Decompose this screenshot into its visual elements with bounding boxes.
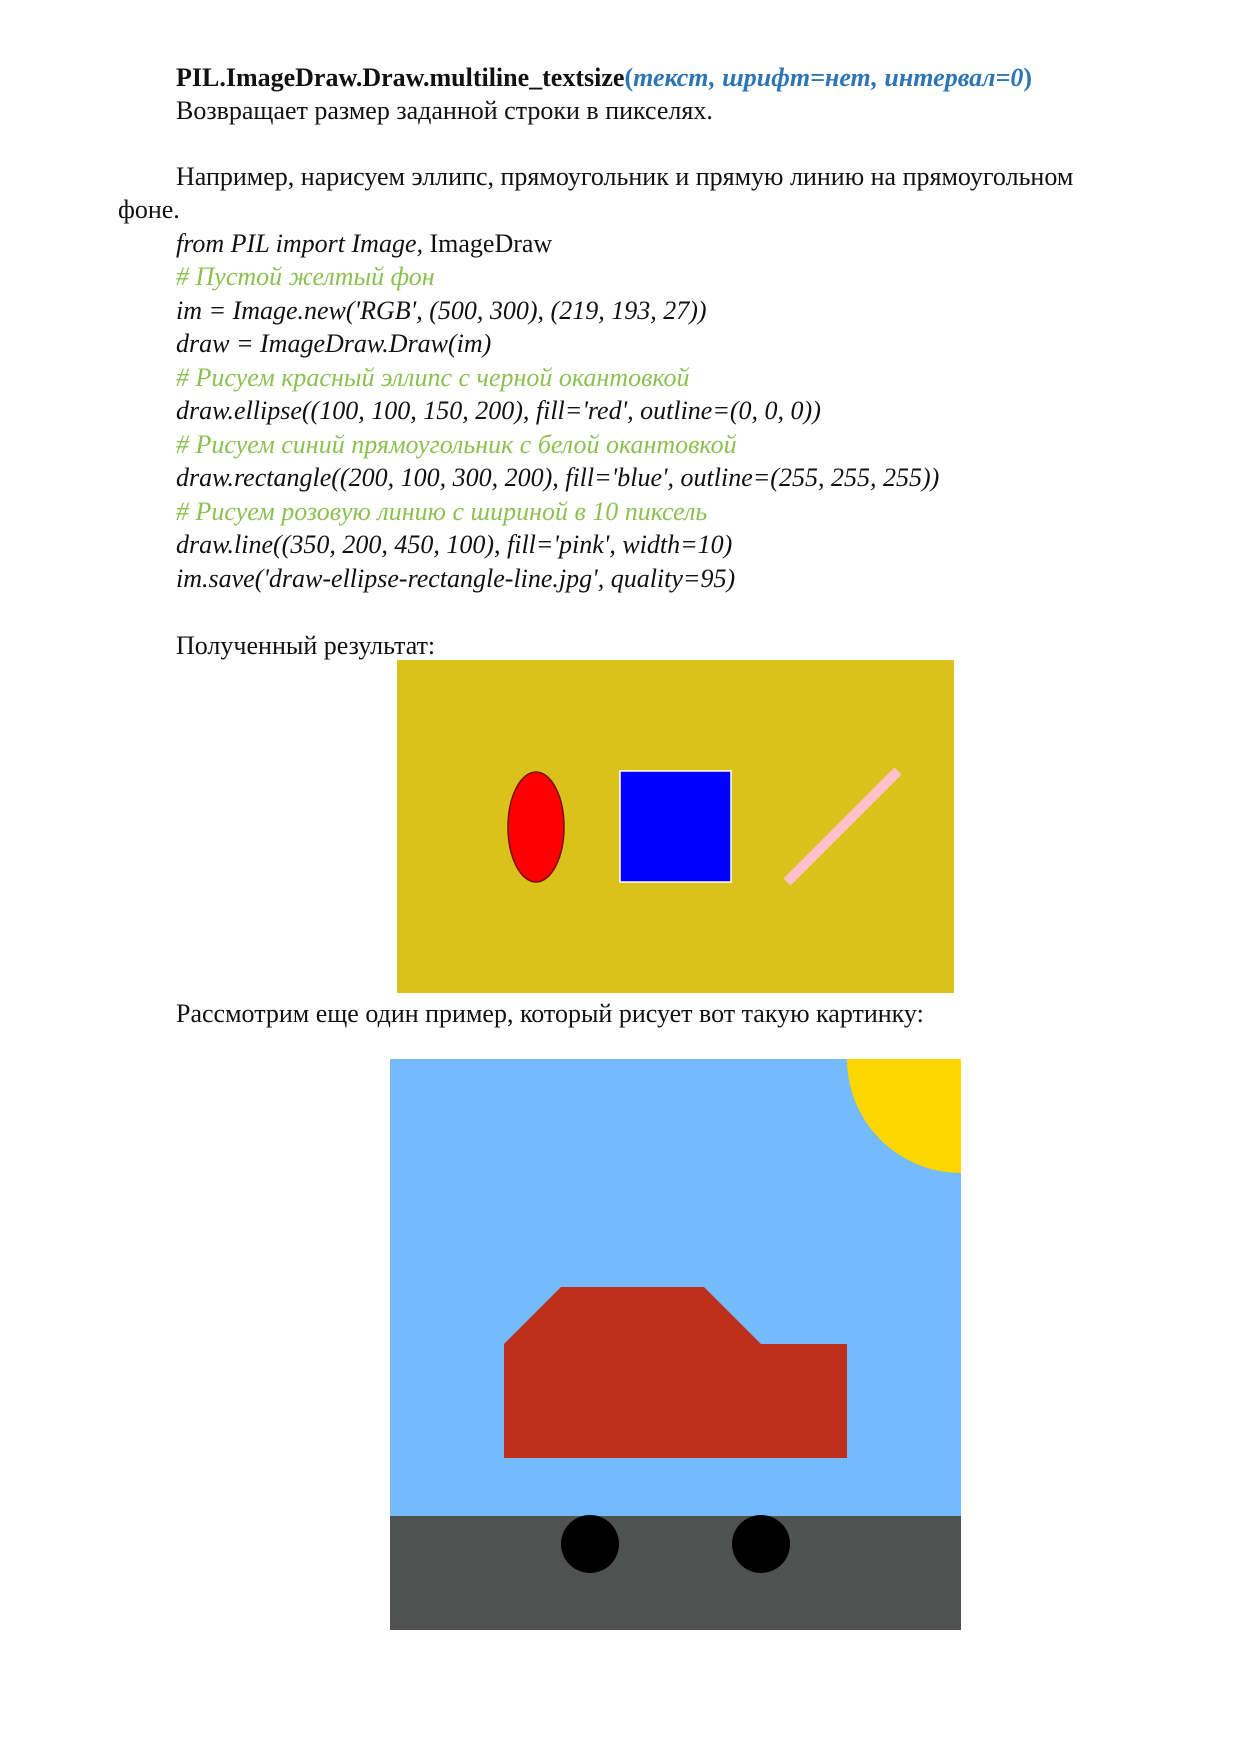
pink-line xyxy=(783,767,902,886)
signature-close-paren: ) xyxy=(1023,63,1032,92)
code-line: draw.line((350, 200, 450, 100), fill='pi… xyxy=(176,530,733,559)
description: Возвращает размер заданной строки в пикс… xyxy=(176,96,713,125)
code-import: from PIL import Image, ImageDraw xyxy=(176,228,552,260)
code-rectangle: draw.rectangle((200, 100, 300, 200), fil… xyxy=(176,463,940,492)
blue-rectangle xyxy=(619,770,732,883)
example-intro-line2: фоне. xyxy=(118,195,180,224)
ground xyxy=(390,1516,961,1630)
red-ellipse xyxy=(507,771,565,883)
signature-open-paren: ( xyxy=(624,63,634,92)
car-scene-image xyxy=(390,1059,961,1630)
signature-name: PIL.ImageDraw.Draw.multiline_textsize xyxy=(176,63,625,92)
code-comment-rect: # Рисуем синий прямоугольник с белой ока… xyxy=(176,430,737,459)
result-image-drawing xyxy=(397,660,954,993)
sun xyxy=(847,1059,961,1173)
result-label: Полученный результат: xyxy=(176,631,436,660)
code-import-italic: from PIL import Image, xyxy=(176,229,423,258)
car-body xyxy=(504,1287,847,1458)
car-scene-drawing xyxy=(390,1059,961,1630)
code-save: im.save('draw-ellipse-rectangle-line.jpg… xyxy=(176,564,736,593)
result-image xyxy=(397,660,954,993)
code-comment-ellipse: # Рисуем красный эллипс с черной окантов… xyxy=(176,363,690,392)
second-example-label: Рассмотрим еще один пример, который рису… xyxy=(176,999,924,1028)
car-wheel-front xyxy=(561,1515,619,1573)
code-comment-bg: # Пустой желтый фон xyxy=(176,262,435,291)
code-draw-obj: draw = ImageDraw.Draw(im) xyxy=(176,329,492,358)
signature-line: PIL.ImageDraw.Draw.multiline_textsize(те… xyxy=(176,62,1032,94)
code-new-image: im = Image.new('RGB', (500, 300), (219, … xyxy=(176,296,707,325)
car-wheel-rear xyxy=(732,1515,790,1573)
example-intro-line1: Например, нарисуем эллипс, прямоугольник… xyxy=(176,162,1074,191)
signature-args: текст, шрифт=нет, интервал=0 xyxy=(633,63,1024,92)
code-comment-line: # Рисуем розовую линию с шириной в 10 пи… xyxy=(176,497,708,526)
code-import-plain: ImageDraw xyxy=(423,229,553,258)
code-ellipse: draw.ellipse((100, 100, 150, 200), fill=… xyxy=(176,396,821,425)
